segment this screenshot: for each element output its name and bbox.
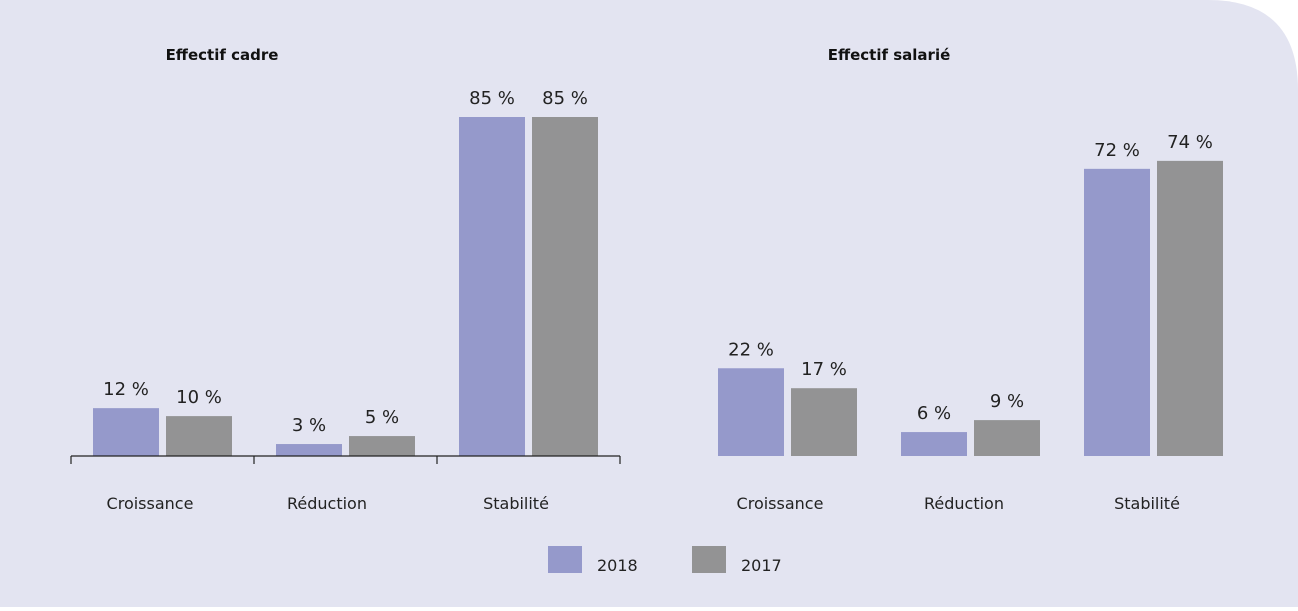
data-label: 6 % bbox=[917, 403, 951, 424]
chart-title: Effectif salarié bbox=[828, 46, 951, 64]
category-label: Croissance bbox=[737, 494, 824, 513]
bar-2017-réduction bbox=[974, 420, 1040, 456]
bar-2018-stabilité bbox=[1084, 168, 1150, 457]
data-label: 5 % bbox=[365, 407, 399, 428]
bar-2017-stabilité bbox=[1157, 160, 1223, 456]
data-label: 10 % bbox=[176, 387, 222, 408]
legend: 2018 2017 bbox=[548, 546, 782, 575]
bar-2017-réduction bbox=[349, 436, 415, 456]
data-label: 17 % bbox=[801, 359, 847, 380]
bar-2018-croissance bbox=[93, 408, 159, 456]
bar-2018-stabilité bbox=[459, 117, 525, 456]
chart-effectif-salarie: Effectif salarié 22 % 6 % 72 % 17 % 9 % 74 % C… bbox=[718, 46, 1223, 513]
category-label: Réduction bbox=[287, 494, 367, 513]
category-label: Stabilité bbox=[483, 494, 549, 513]
bar-2017-croissance bbox=[166, 416, 232, 456]
data-label: 22 % bbox=[728, 339, 774, 360]
legend-label-2017: 2017 bbox=[741, 556, 782, 575]
bar-2018-réduction bbox=[901, 432, 967, 456]
category-label: Croissance bbox=[107, 494, 194, 513]
chart-effectif-cadre: Effectif cadre 12 % 3 % 85 % 10 % 5 % 85 % Cro… bbox=[70, 46, 621, 513]
bar-2017-stabilité bbox=[532, 117, 598, 456]
data-label: 72 % bbox=[1094, 140, 1140, 161]
category-label: Stabilité bbox=[1114, 494, 1180, 513]
bar-2018-réduction bbox=[276, 444, 342, 456]
bar-2017-croissance bbox=[791, 388, 857, 456]
chart-title: Effectif cadre bbox=[166, 46, 279, 64]
data-label: 85 % bbox=[469, 88, 515, 109]
legend-swatch-2017 bbox=[692, 546, 726, 573]
data-label: 85 % bbox=[542, 88, 588, 109]
legend-label-2018: 2018 bbox=[597, 556, 638, 575]
data-label: 12 % bbox=[103, 379, 149, 400]
data-label: 9 % bbox=[990, 391, 1024, 412]
plot-area: 22 % 6 % 72 % 17 % 9 % 74 % Croissance Réductio… bbox=[718, 132, 1223, 513]
data-label: 3 % bbox=[292, 415, 326, 436]
data-label: 74 % bbox=[1167, 132, 1213, 153]
category-label: Réduction bbox=[924, 494, 1004, 513]
legend-swatch-2018 bbox=[548, 546, 582, 573]
plot-area: 12 % 3 % 85 % 10 % 5 % 85 % Croissance Réductio… bbox=[70, 88, 621, 513]
bar-2018-croissance bbox=[718, 368, 784, 456]
